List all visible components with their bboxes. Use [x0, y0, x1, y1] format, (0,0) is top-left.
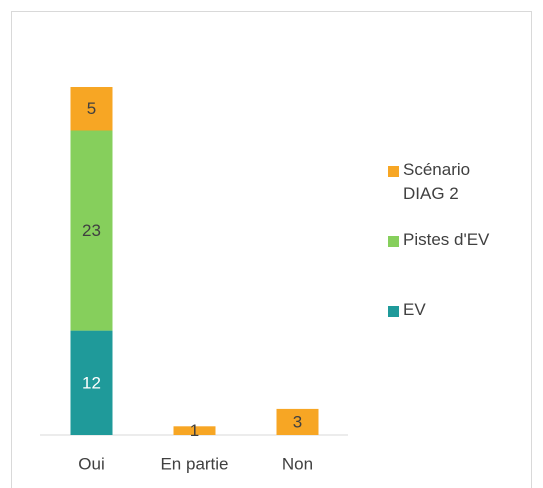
data-label: 1 [190, 421, 199, 440]
data-label: 23 [82, 221, 101, 240]
legend-swatch [388, 306, 399, 317]
bar-segment [276, 408, 319, 435]
legend-item: Scénario DIAG 2 [388, 160, 538, 206]
x-tick-label: Oui [78, 454, 104, 473]
x-tick-label: En partie [160, 454, 228, 473]
legend-label: EV [403, 300, 426, 319]
legend-item: EV [388, 300, 538, 322]
frame [11, 11, 532, 488]
bar-segment [173, 426, 216, 435]
legend-label: Pistes d'EV [403, 230, 490, 249]
data-label: 12 [82, 373, 101, 392]
bar-segment [70, 130, 113, 331]
legend-label: Scénario DIAG 2 [403, 160, 471, 203]
legend-swatch [388, 166, 399, 177]
data-label: 3 [293, 412, 302, 431]
data-label: 5 [87, 99, 96, 118]
bar-segment [70, 330, 113, 435]
legend-swatch [388, 236, 399, 247]
x-tick-label: Non [282, 454, 313, 473]
legend-item: Pistes d'EV [388, 230, 538, 252]
bar-segment [70, 87, 113, 131]
